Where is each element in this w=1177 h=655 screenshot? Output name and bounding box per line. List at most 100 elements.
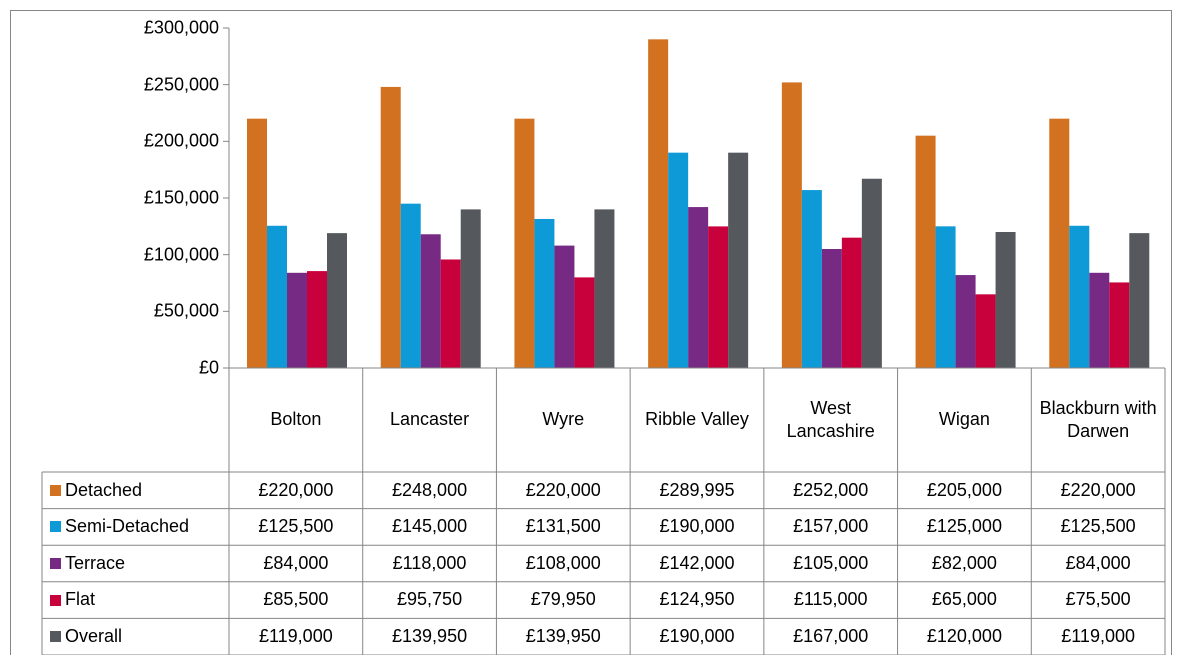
bar <box>460 209 481 368</box>
bar <box>307 271 327 368</box>
bar <box>380 86 401 368</box>
bar <box>801 190 822 368</box>
y-tick-label: £150,000 <box>143 187 219 208</box>
category-label: Ribble Valley <box>645 409 749 430</box>
bar <box>574 277 595 368</box>
legend-entry: Detached <box>42 472 229 509</box>
bar <box>327 233 347 368</box>
table-value: £84,000 <box>1065 552 1131 573</box>
bar <box>668 152 689 368</box>
legend-label: Terrace <box>65 552 126 573</box>
legend-entry: Flat <box>42 582 229 619</box>
table-value: £145,000 <box>392 516 468 537</box>
bar <box>1069 225 1090 368</box>
table-value: £120,000 <box>926 625 1002 646</box>
bar <box>935 226 956 368</box>
table-value: £220,000 <box>258 479 334 500</box>
table-value: £82,000 <box>931 552 997 573</box>
bar <box>821 249 842 368</box>
y-tick-label: £0 <box>198 357 219 378</box>
table-value: £220,000 <box>1060 479 1136 500</box>
y-tick-label: £200,000 <box>143 130 219 151</box>
bar <box>420 234 441 368</box>
bar <box>708 226 729 368</box>
bar <box>1089 272 1110 368</box>
bar <box>995 232 1016 368</box>
legend-entry: Semi-Detached <box>42 509 229 546</box>
bar <box>594 209 615 368</box>
y-tick-label: £100,000 <box>143 244 219 265</box>
table-value: £157,000 <box>793 516 869 537</box>
category-label: Lancaster <box>390 409 470 430</box>
bar <box>1049 118 1070 369</box>
bar <box>728 152 749 368</box>
legend-label: Semi-Detached <box>65 516 190 537</box>
table-value: £220,000 <box>525 479 601 500</box>
bar <box>247 118 267 369</box>
table-value: £131,500 <box>525 516 601 537</box>
category-label: Bolton <box>270 409 322 430</box>
table-value: £167,000 <box>793 625 869 646</box>
bar <box>1129 233 1150 368</box>
table-value: £190,000 <box>659 516 735 537</box>
legend-label: Overall <box>65 625 123 646</box>
bar <box>975 294 996 368</box>
bar <box>554 245 575 368</box>
bar <box>781 82 802 369</box>
category-label: Wigan <box>938 409 990 430</box>
bar <box>514 118 535 369</box>
table-value: £124,950 <box>659 589 735 610</box>
category-label: West Lancashire <box>786 397 875 441</box>
legend-swatch <box>50 484 61 496</box>
legend-label: Detached <box>65 479 143 500</box>
table-value: £115,000 <box>793 589 868 610</box>
table-value: £118,000 <box>392 552 467 573</box>
table-value: £84,000 <box>263 552 329 573</box>
bar <box>648 39 669 369</box>
table-value: £119,000 <box>258 625 333 646</box>
y-tick-label: £300,000 <box>143 17 219 38</box>
bar <box>1109 282 1130 368</box>
bar <box>440 259 461 368</box>
bar <box>267 225 287 368</box>
category-label: Wyre <box>542 409 585 430</box>
bar <box>861 178 882 368</box>
table-value: £248,000 <box>392 479 468 500</box>
table-value: £65,000 <box>931 589 997 610</box>
legend-swatch <box>50 521 61 533</box>
legend-swatch <box>50 557 61 569</box>
bar <box>915 135 936 368</box>
bar <box>287 272 307 368</box>
legend-entry: Terrace <box>42 545 229 582</box>
table-value: £95,750 <box>397 589 463 610</box>
legend-swatch <box>50 631 61 643</box>
y-tick-label: £50,000 <box>153 300 219 321</box>
table-value: £108,000 <box>525 552 601 573</box>
bar <box>688 207 709 368</box>
bar <box>955 275 976 368</box>
table-value: £119,000 <box>1061 625 1135 646</box>
table-value: £75,500 <box>1065 589 1131 610</box>
bar <box>841 237 862 368</box>
bar <box>534 218 555 368</box>
table-value: £252,000 <box>793 479 869 500</box>
table-value: £139,950 <box>525 625 601 646</box>
table-value: £125,000 <box>926 516 1002 537</box>
table-value: £105,000 <box>793 552 869 573</box>
chart-frame <box>10 10 1172 655</box>
table-value: £190,000 <box>659 625 735 646</box>
bar <box>400 203 421 368</box>
table-value: £205,000 <box>926 479 1002 500</box>
y-tick-label: £250,000 <box>143 74 219 95</box>
table-value: £139,950 <box>392 625 468 646</box>
table-value: £85,500 <box>263 589 329 610</box>
table-value: £79,950 <box>530 589 596 610</box>
table-value: £125,500 <box>258 516 334 537</box>
table-value: £125,500 <box>1060 516 1136 537</box>
table-value: £289,995 <box>659 479 735 500</box>
category-label: Blackburn with Darwen <box>1039 397 1157 441</box>
table-value: £142,000 <box>659 552 735 573</box>
legend-swatch <box>50 594 61 606</box>
